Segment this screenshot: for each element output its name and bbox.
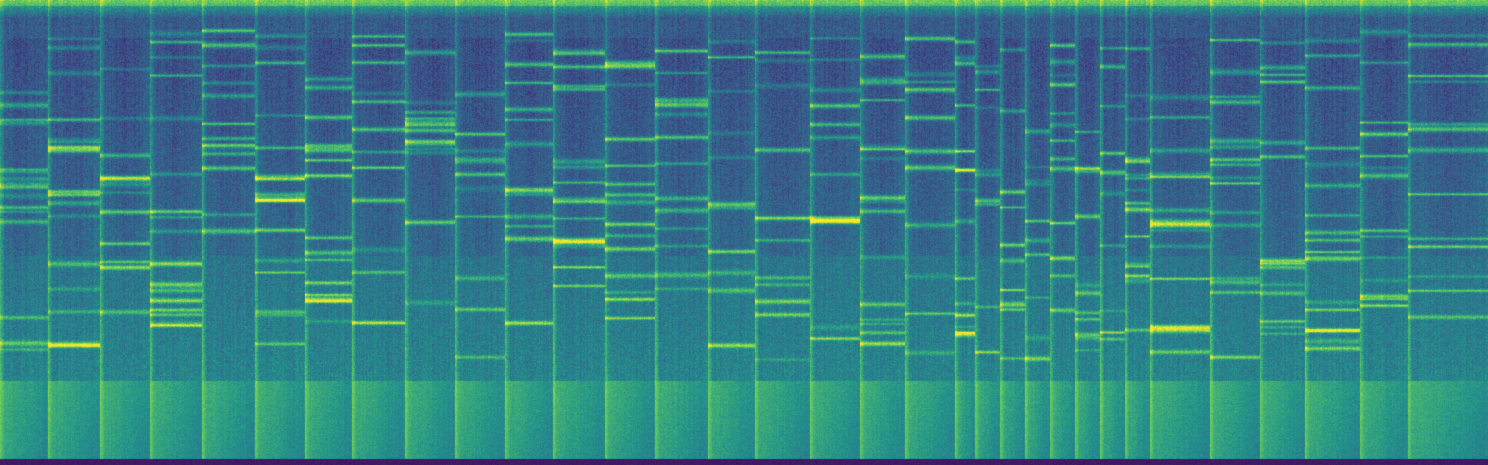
spectrogram-canvas [0,0,1488,465]
spectrogram-image [0,0,1488,465]
